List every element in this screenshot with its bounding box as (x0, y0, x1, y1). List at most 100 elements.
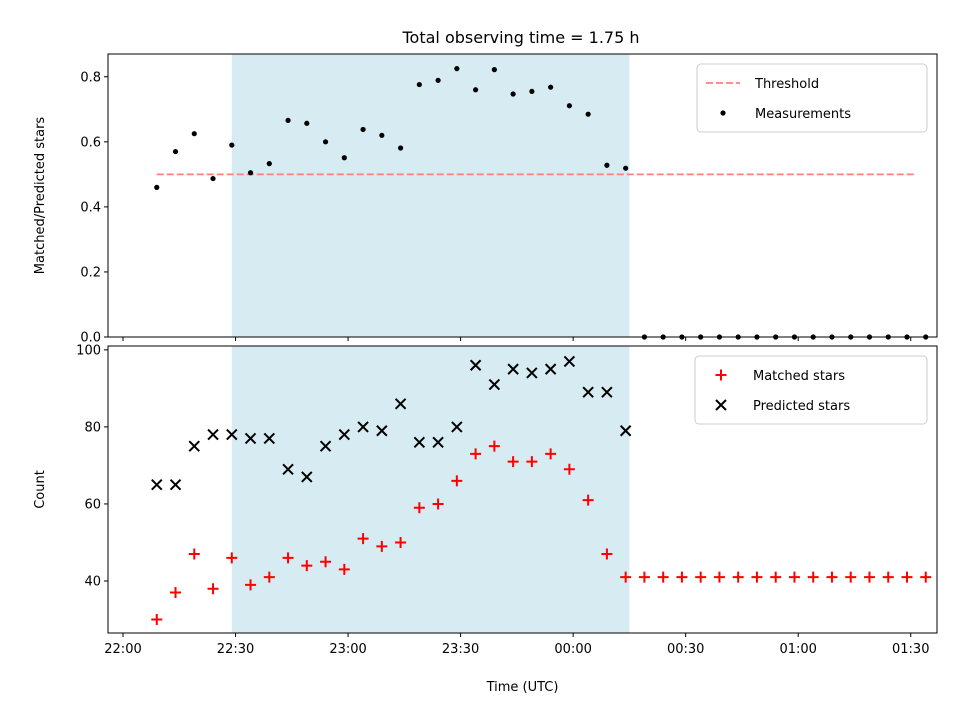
data-point (582, 386, 594, 398)
data-point (169, 478, 182, 491)
series-matched-stars (151, 440, 932, 626)
data-point (544, 363, 557, 375)
y-axis-label: Matched/Predicted stars (33, 117, 48, 275)
x-tick-label: 01:30 (892, 642, 929, 657)
data-point (563, 463, 575, 475)
data-point (601, 386, 613, 398)
x-tick-label: 22:30 (217, 642, 254, 657)
data-point (585, 111, 591, 117)
data-point (563, 355, 576, 368)
data-point (282, 463, 294, 475)
data-point (376, 540, 388, 552)
data-point (282, 552, 294, 564)
observing-window-span (231, 346, 630, 633)
data-point (469, 359, 482, 371)
data-point (529, 88, 535, 95)
observing-window-span (231, 54, 630, 337)
y-tick-label: 100 (76, 343, 101, 358)
data-point (623, 165, 629, 171)
data-point (751, 571, 763, 583)
data-point (376, 425, 388, 437)
legend-label: Matched stars (753, 369, 845, 384)
legend-key-predicted (715, 399, 727, 411)
data-point (247, 170, 254, 176)
data-point (170, 587, 182, 599)
data-point (151, 478, 163, 491)
data-point (770, 571, 782, 583)
data-point (454, 66, 460, 72)
data-point (395, 536, 407, 548)
x-tick-label: 23:30 (442, 642, 479, 657)
data-point (545, 448, 557, 460)
data-point (488, 440, 500, 452)
bottom-panel: 40 60 80 100 22:00 22:30 23:00 23:30 00:00 00:30 0… (33, 343, 938, 695)
y-tick-label: 0.2 (80, 265, 101, 280)
data-point (901, 571, 913, 583)
data-point (788, 571, 800, 583)
data-point (338, 428, 351, 441)
data-point (226, 428, 238, 441)
data-point (657, 571, 669, 583)
legend-label: Predicted stars (753, 399, 850, 414)
data-point (210, 175, 216, 182)
data-point (266, 161, 272, 167)
data-point (338, 563, 350, 575)
data-point (473, 87, 479, 93)
data-point (432, 436, 444, 449)
y-tick-label: 0.6 (80, 135, 101, 150)
data-point (863, 571, 875, 583)
x-tick-label: 23:00 (329, 642, 366, 657)
data-point (416, 81, 422, 88)
data-point (619, 425, 632, 437)
data-point (301, 471, 313, 483)
x-tick-label: 00:00 (554, 642, 591, 657)
data-point (413, 436, 426, 449)
data-point (920, 571, 932, 583)
data-point (191, 131, 197, 137)
data-point (151, 614, 163, 626)
data-point (394, 398, 407, 410)
top-panel: 0.0 0.2 0.4 0.6 0.8 Matched/Predicted stars Th… (33, 53, 938, 346)
data-point (244, 432, 257, 445)
data-point (807, 571, 819, 583)
plot-frame (107, 345, 938, 634)
data-point (604, 162, 610, 168)
data-point (510, 91, 516, 97)
data-point (154, 184, 160, 190)
data-point (229, 142, 235, 148)
legend-key-matched (715, 369, 727, 381)
data-point (491, 67, 497, 73)
data-point (845, 571, 857, 583)
data-point (882, 571, 894, 583)
data-point (304, 120, 310, 126)
data-point (413, 502, 425, 514)
data-point (207, 583, 219, 595)
legend-label: Measurements (755, 107, 851, 122)
data-point (620, 571, 632, 583)
y-tick-label: 0.0 (80, 331, 101, 346)
data-point (263, 571, 275, 583)
data-point (301, 560, 313, 572)
data-point (582, 494, 594, 506)
x-tick-label: 01:00 (779, 642, 816, 657)
data-point (357, 421, 369, 433)
data-point (397, 145, 404, 151)
data-point (732, 571, 744, 583)
data-point (263, 432, 276, 445)
data-point (320, 556, 332, 568)
data-point (322, 139, 329, 145)
legend: Threshold Measurements (696, 63, 928, 133)
data-point (188, 548, 200, 560)
series-predicted-stars (151, 355, 632, 491)
data-point (319, 440, 332, 452)
y-tick-label: 60 (84, 497, 101, 512)
data-point (470, 448, 482, 460)
data-point (488, 378, 501, 391)
data-point (676, 571, 688, 583)
data-point (638, 571, 650, 583)
data-point (285, 117, 291, 123)
legend-key-measurements (720, 110, 726, 116)
y-tick-label: 80 (84, 420, 101, 435)
y-axis-label: Count (33, 470, 48, 509)
